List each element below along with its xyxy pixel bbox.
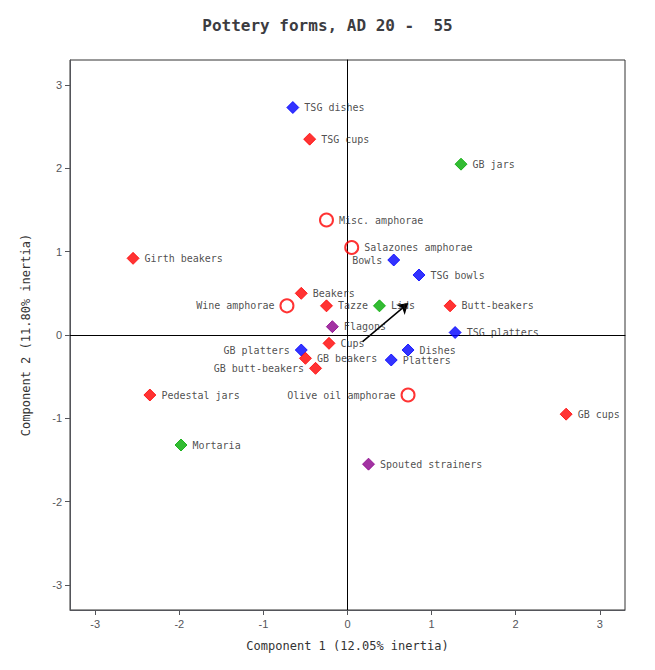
svg-text:TSG dishes: TSG dishes — [304, 102, 364, 113]
svg-text:-1: -1 — [52, 412, 62, 424]
svg-text:Salazones amphorae: Salazones amphorae — [364, 242, 472, 253]
svg-text:GB platters: GB platters — [224, 345, 290, 356]
svg-text:Component 1 (12.05% inertia): Component 1 (12.05% inertia) — [246, 639, 448, 653]
svg-text:Lids: Lids — [391, 300, 415, 311]
svg-text:GB butt-beakers: GB butt-beakers — [214, 363, 304, 374]
svg-text:2: 2 — [513, 618, 519, 630]
svg-text:GB cups: GB cups — [578, 409, 620, 420]
svg-text:0: 0 — [344, 618, 350, 630]
svg-text:TSG bowls: TSG bowls — [430, 270, 484, 281]
svg-text:1: 1 — [56, 246, 62, 258]
svg-text:Dishes: Dishes — [419, 344, 456, 356]
svg-text:Misc. amphorae: Misc. amphorae — [339, 215, 423, 226]
svg-text:-1: -1 — [259, 618, 269, 630]
svg-text:Spouted strainers: Spouted strainers — [380, 459, 482, 470]
svg-text:Pottery forms, AD 20 - 55: Pottery forms, AD 20 - 55 — [202, 16, 452, 35]
svg-text:-3: -3 — [90, 618, 100, 630]
svg-text:TSG platters: TSG platters — [467, 327, 539, 338]
svg-text:Cups: Cups — [341, 338, 365, 349]
svg-text:Olive oil amphorae: Olive oil amphorae — [287, 390, 395, 401]
svg-text:GB beakers: GB beakers — [317, 353, 377, 364]
svg-text:Pedestal jars: Pedestal jars — [161, 390, 239, 401]
svg-text:Wine amphorae: Wine amphorae — [196, 300, 274, 311]
svg-text:Tazze: Tazze — [338, 300, 368, 311]
svg-text:0: 0 — [56, 329, 62, 341]
svg-text:Butt-beakers: Butt-beakers — [462, 300, 534, 311]
svg-text:Mortaria: Mortaria — [193, 440, 241, 451]
svg-text:Bowls: Bowls — [352, 255, 382, 266]
svg-text:2: 2 — [56, 162, 62, 174]
svg-text:3: 3 — [56, 79, 62, 91]
svg-text:3: 3 — [597, 618, 603, 630]
svg-text:Platters: Platters — [403, 355, 451, 366]
svg-text:Girth beakers: Girth beakers — [145, 253, 223, 264]
svg-text:GB jars: GB jars — [473, 159, 515, 170]
svg-text:1: 1 — [429, 618, 435, 630]
svg-text:Flagons: Flagons — [344, 321, 386, 332]
svg-text:-2: -2 — [174, 618, 184, 630]
svg-text:TSG cups: TSG cups — [321, 134, 369, 145]
svg-text:Beakers: Beakers — [313, 288, 355, 299]
svg-text:-2: -2 — [52, 496, 62, 508]
svg-text:-3: -3 — [52, 579, 62, 591]
svg-text:Component 2 (11.80% inertia): Component 2 (11.80% inertia) — [19, 234, 33, 436]
